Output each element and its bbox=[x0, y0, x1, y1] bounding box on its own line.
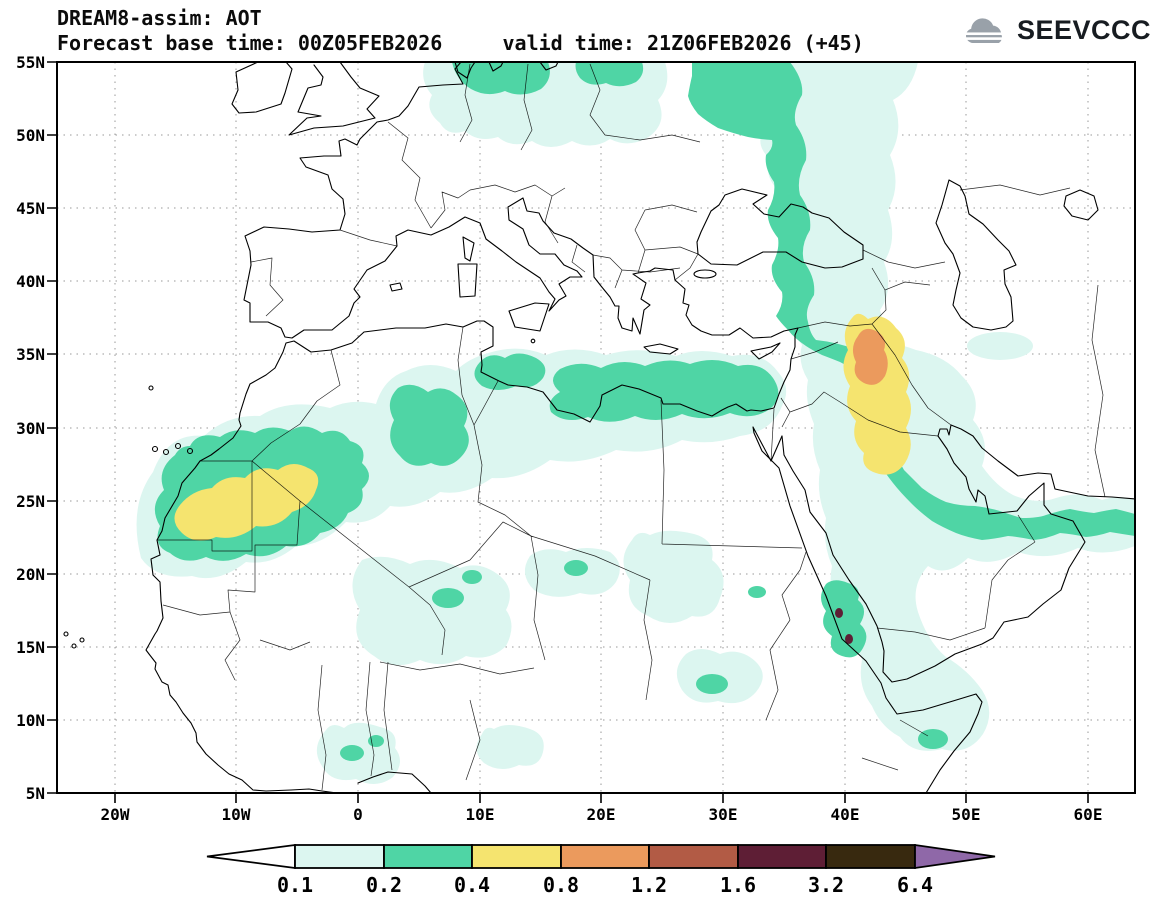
lon-tick-label: 10W bbox=[222, 805, 251, 824]
colorbar-label: 3.2 bbox=[808, 873, 844, 897]
aot-teal-tunisia bbox=[474, 353, 546, 390]
borders-path bbox=[157, 63, 1106, 791]
aot-pale-sahel-mali bbox=[352, 556, 512, 666]
logo-text: SEEVCCC bbox=[1016, 14, 1151, 45]
colorbar-segment-0.2-0.4 bbox=[383, 844, 473, 869]
aot-teal-egypt-libya bbox=[549, 359, 779, 422]
aot-teal-baltic-east bbox=[575, 62, 644, 87]
lon-axis-labels: 20W 10W 0 10E 20E 30E 40E 50E 60E bbox=[101, 805, 1103, 824]
aot-pale-chad bbox=[623, 530, 724, 623]
aot-pale-south-caspian bbox=[967, 332, 1033, 360]
lat-tick-label: 20N bbox=[16, 565, 45, 584]
colorbar-arrow-below bbox=[206, 843, 296, 870]
aot-teal-horn-spot bbox=[918, 729, 948, 749]
denmark-baltic-fragments bbox=[454, 62, 559, 79]
colorbar-labels: 0.1 0.2 0.4 0.8 1.2 1.6 3.2 6.4 bbox=[277, 873, 933, 897]
lon-tick-label: 20W bbox=[101, 805, 130, 824]
lon-tick-label: 50E bbox=[952, 805, 981, 824]
colorbar-segment-3.2-6.4 bbox=[825, 844, 916, 869]
lat-tick-label: 30N bbox=[16, 419, 45, 438]
colorbar-label: 6.4 bbox=[897, 873, 933, 897]
caspian-sea bbox=[935, 179, 1017, 331]
colorbar-label: 1.2 bbox=[631, 873, 667, 897]
lon-tick-label: 60E bbox=[1074, 805, 1103, 824]
colorbar-label: 0.4 bbox=[454, 873, 490, 897]
britain bbox=[288, 62, 380, 136]
aot-yellow-mauritania bbox=[174, 463, 319, 541]
seevccc-logo: SEEVCCC bbox=[959, 12, 1151, 48]
aot-spot bbox=[462, 570, 482, 584]
coastlines bbox=[63, 62, 1135, 793]
lat-tick-label: 50N bbox=[16, 126, 45, 145]
aot-dark-spot bbox=[845, 634, 853, 644]
axis-ticks bbox=[47, 61, 1089, 803]
aot-spot bbox=[432, 588, 464, 608]
aot-spot bbox=[748, 586, 766, 598]
forecast-time-line: Forecast base time: 00Z05FEB2026 valid t… bbox=[57, 31, 864, 55]
lat-tick-label: 10N bbox=[16, 711, 45, 730]
colorbar-segment-0.4-0.8 bbox=[471, 844, 562, 869]
colorbar-label: 0.2 bbox=[366, 873, 402, 897]
colorbar-segment-0.1-0.2 bbox=[294, 844, 385, 869]
aot-dark-spot bbox=[835, 608, 843, 618]
lon-tick-label: 30E bbox=[709, 805, 738, 824]
lat-tick-label: 15N bbox=[16, 638, 45, 657]
aot-spot bbox=[564, 560, 588, 576]
colorbar-label: 0.8 bbox=[543, 873, 579, 897]
lon-tick-label: 0 bbox=[353, 805, 363, 824]
crete bbox=[643, 343, 679, 355]
aral-sea bbox=[1063, 189, 1099, 221]
colorbar: 0.1 0.2 0.4 0.8 1.2 1.6 3.2 6.4 bbox=[206, 843, 996, 897]
page-title: DREAM8-assim: AOT bbox=[57, 6, 262, 30]
corsica bbox=[462, 236, 475, 262]
colorbar-segment-1.6-3.2 bbox=[737, 844, 827, 869]
sardinia bbox=[457, 263, 478, 298]
lon-tick-label: 40E bbox=[831, 805, 860, 824]
lat-tick-label: 5N bbox=[26, 784, 45, 803]
sicily bbox=[508, 302, 550, 332]
lon-tick-label: 20E bbox=[587, 805, 616, 824]
cyprus bbox=[750, 342, 781, 360]
lat-tick-label: 55N bbox=[16, 53, 45, 72]
colorbar-arrow-above bbox=[914, 843, 996, 870]
lat-axis-labels: 55N 50N 45N 40N 35N 30N 25N 20N 15N 10N … bbox=[16, 53, 45, 803]
ireland bbox=[231, 62, 293, 114]
aot-filled-contours bbox=[136, 62, 1135, 785]
sea-of-marmara bbox=[693, 269, 717, 279]
mallorca bbox=[389, 282, 403, 292]
lat-tick-label: 25N bbox=[16, 492, 45, 511]
colorbar-segment-0.8-1.2 bbox=[560, 844, 650, 869]
aot-spot bbox=[696, 674, 728, 694]
aot-spot bbox=[368, 735, 384, 747]
coastline-europe-africa bbox=[145, 62, 799, 793]
aot-orange-iraq-core bbox=[852, 328, 888, 385]
lat-tick-label: 35N bbox=[16, 345, 45, 364]
aot-teal-ukraine-iraq-gulf-band bbox=[688, 62, 1135, 540]
black-sea bbox=[696, 188, 864, 269]
lon-tick-label: 10E bbox=[466, 805, 495, 824]
country-borders bbox=[157, 63, 1106, 791]
aot-pale-cameroon bbox=[476, 725, 544, 770]
small-islands bbox=[63, 338, 536, 649]
aot-teal-red-sea bbox=[821, 580, 867, 658]
cloud-icon bbox=[963, 18, 1003, 43]
lat-tick-label: 40N bbox=[16, 272, 45, 291]
colorbar-label: 1.6 bbox=[720, 873, 756, 897]
coastline-arabia-iran bbox=[781, 424, 1135, 683]
aot-teal-central-algeria bbox=[389, 384, 469, 466]
lat-tick-label: 45N bbox=[16, 199, 45, 218]
aot-spot bbox=[340, 745, 364, 761]
colorbar-label: 0.1 bbox=[277, 873, 313, 897]
colorbar-segment-1.2-1.6 bbox=[648, 844, 739, 869]
